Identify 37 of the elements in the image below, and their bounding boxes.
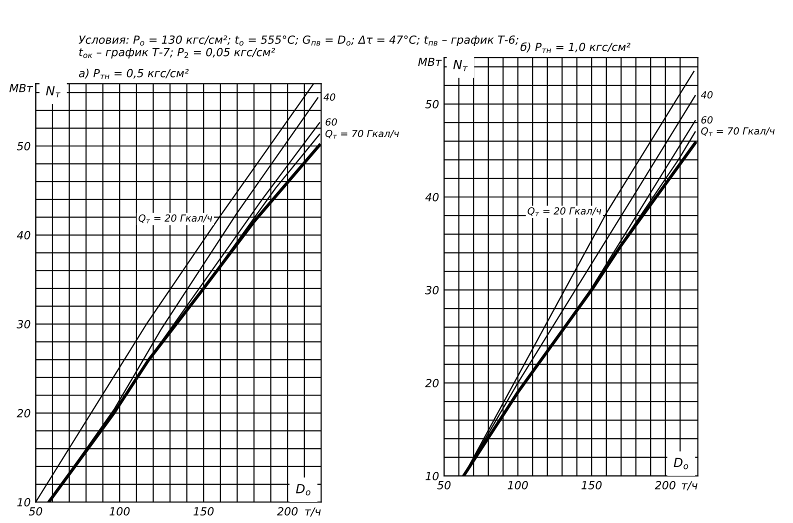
y-axis-title: МВт	[9, 84, 34, 92]
chart-title: б) P$_{тн}$ = 1,0 кгс/см²	[520, 42, 630, 53]
series-label: Q$_{т}$ = 70 Гкал/ч	[701, 127, 775, 136]
x-axis-title: т/ч	[682, 481, 698, 490]
annotation: N$_{т}$	[46, 86, 60, 98]
y-tick-label: 10	[17, 498, 30, 506]
y-tick-label: 40	[425, 192, 439, 202]
series-label: 40	[324, 93, 336, 101]
x-tick-label: 150	[194, 507, 214, 516]
chart-title: Условия: P$_{о}$ = 130 кгс/см²; t$_{о}$ = 555°С; G$_{пв}$ = D$_{о}$; Δτ = 47°С; t$_{пв}$ – график Т-6; t$_{ок}$ – график Т-7; P$_{2}$ = 0,05 кгс/см²	[78, 35, 518, 58]
y-tick-label: 10	[426, 472, 439, 480]
x-tick-label: 200	[277, 507, 298, 516]
chart-subtitle: а) P$_{тн}$ = 0,5 кгс/см²	[78, 68, 189, 79]
series-label: 60	[701, 116, 713, 124]
x-tick-label: 50	[437, 480, 451, 490]
annotation: N$_{т}$	[453, 60, 468, 72]
x-tick-label: 200	[654, 480, 676, 490]
series-label: Q$_{т}$ = 70 Гкал/ч	[325, 130, 399, 139]
series-label: Q$_{т}$ = 20 Гкал/ч	[528, 207, 602, 216]
y-axis-title: МВт	[418, 58, 442, 66]
x-tick-label: 100	[110, 507, 130, 516]
x-tick-label: 150	[582, 480, 602, 490]
x-tick-label: 100	[508, 480, 528, 490]
annotation: D$_{о}$	[674, 458, 688, 470]
series-label: Q$_{т}$ = 20 Гкал/ч	[138, 214, 212, 224]
y-tick-label: 30	[16, 320, 30, 328]
y-tick-label: 20	[16, 409, 30, 418]
y-tick-label: 50	[425, 100, 439, 108]
annotation: D$_{о}$	[296, 484, 310, 496]
y-tick-label: 40	[16, 230, 30, 240]
y-tick-label: 50	[16, 142, 30, 150]
x-axis-title: т/ч	[305, 507, 321, 517]
y-tick-label: 20	[425, 378, 439, 388]
series-label: 40	[700, 91, 713, 98]
y-tick-label: 30	[425, 286, 439, 294]
x-tick-label: 50	[28, 507, 42, 516]
series-label: 60	[326, 118, 337, 126]
